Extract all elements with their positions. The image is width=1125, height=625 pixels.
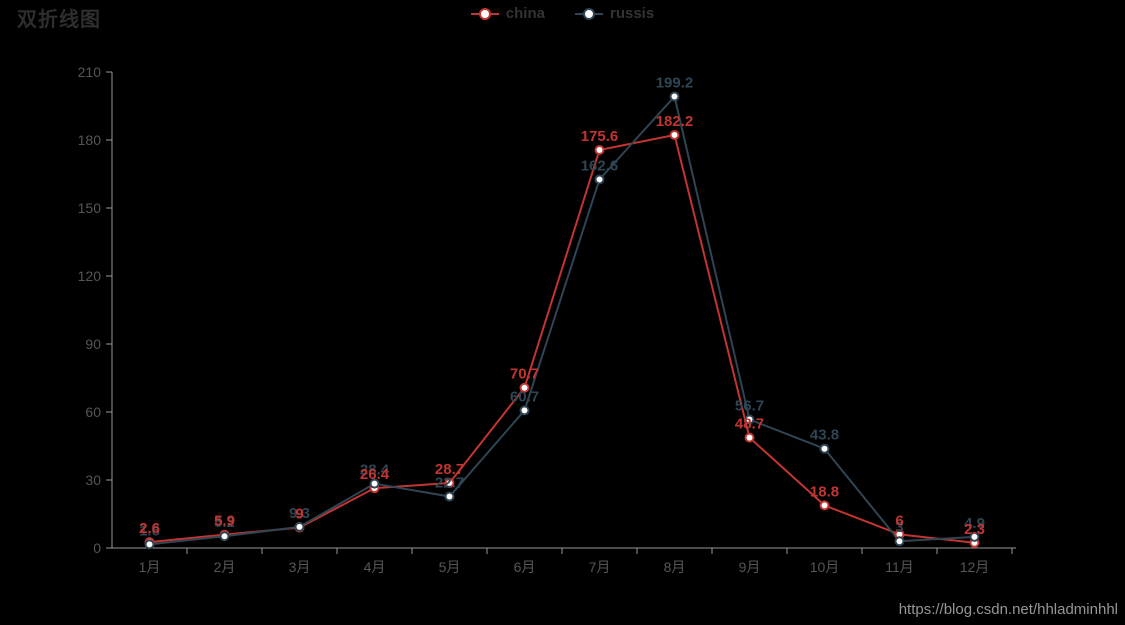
data-label-china-3月: 9 — [295, 506, 303, 523]
data-point-russis-11月[interactable] — [894, 536, 905, 547]
data-label-china-12月: 2.3 — [964, 521, 985, 538]
data-label-russis-9月: 56.7 — [735, 397, 764, 414]
data-label-russis-12月: 4.9 — [964, 515, 985, 532]
chart-title: 双折线图 — [17, 9, 101, 31]
legend-item-china[interactable]: china — [470, 5, 545, 22]
data-label-china-8月: 182.2 — [656, 113, 694, 130]
x-tick-label: 11月 — [885, 559, 914, 575]
data-point-russis-2月[interactable] — [219, 531, 230, 542]
data-point-china-6月[interactable] — [519, 382, 530, 393]
data-point-russis-1月[interactable] — [144, 539, 155, 550]
data-label-china-6月: 70.7 — [510, 366, 539, 383]
x-tick-label: 12月 — [960, 559, 990, 575]
data-label-china-10月: 18.8 — [810, 483, 839, 500]
data-label-russis-6月: 60.7 — [510, 388, 539, 405]
y-tick-label: 60 — [85, 404, 101, 420]
y-tick-label: 150 — [78, 200, 102, 216]
y-tick-label: 180 — [78, 132, 102, 148]
data-point-china-7月[interactable] — [594, 144, 605, 155]
y-tick-label: 210 — [78, 64, 102, 80]
x-tick-label: 8月 — [664, 559, 686, 575]
data-point-russis-4月[interactable] — [369, 478, 380, 489]
y-tick-label: 30 — [85, 472, 101, 488]
legend-label-china: china — [505, 5, 545, 22]
legend-label-russis: russis — [609, 5, 655, 22]
x-tick-label: 9月 — [739, 559, 761, 575]
legend: china russis — [0, 5, 1125, 22]
data-point-china-5月[interactable] — [444, 477, 455, 488]
data-point-china-8月[interactable] — [669, 130, 680, 141]
data-point-russis-6月[interactable] — [519, 405, 530, 416]
x-tick-label: 5月 — [439, 559, 461, 575]
x-tick-label: 1月 — [139, 559, 161, 575]
y-tick-label: 90 — [85, 336, 101, 352]
y-tick-label: 0 — [93, 540, 101, 556]
data-label-china-4月: 26.4 — [360, 466, 390, 483]
data-label-china-7月: 175.6 — [581, 128, 619, 145]
x-tick-label: 10月 — [810, 559, 840, 575]
data-label-russis-11月: 3 — [895, 519, 903, 536]
data-point-russis-7月[interactable] — [594, 174, 605, 185]
x-tick-label: 2月 — [214, 559, 236, 575]
data-label-russis-3月: 9.3 — [289, 505, 310, 522]
x-tick-label: 4月 — [364, 559, 386, 575]
y-tick-label: 120 — [78, 268, 102, 284]
x-tick-label: 7月 — [589, 559, 611, 575]
data-label-china-5月: 28.7 — [435, 461, 464, 478]
data-label-russis-4月: 28.4 — [360, 462, 390, 479]
data-point-china-9月[interactable] — [744, 432, 755, 443]
data-label-russis-5月: 22.7 — [435, 475, 464, 492]
data-label-russis-8月: 199.2 — [656, 74, 694, 91]
data-label-china-2月: 5.9 — [214, 513, 235, 530]
x-tick-label: 6月 — [514, 559, 536, 575]
data-label-russis-2月: 5.2 — [214, 514, 235, 531]
data-label-russis-7月: 162.6 — [581, 157, 619, 174]
watermark-url: https://blog.csdn.net/hhladminhhl — [898, 601, 1118, 618]
china-line-marker-icon — [470, 7, 499, 20]
data-label-china-1月: 2.6 — [139, 520, 160, 537]
data-point-russis-12月[interactable] — [969, 531, 980, 542]
data-label-china-9月: 48.7 — [735, 416, 764, 433]
russis-line-marker-icon — [574, 7, 603, 20]
series-line-russis — [149, 95, 975, 546]
data-point-russis-9月[interactable] — [744, 414, 755, 425]
x-tick-label: 3月 — [289, 559, 311, 575]
legend-item-russis[interactable]: russis — [574, 5, 655, 22]
data-point-russis-8月[interactable] — [669, 91, 680, 102]
data-label-russis-1月: 1.6 — [139, 522, 160, 539]
data-point-china-10月[interactable] — [819, 500, 830, 511]
data-point-russis-10月[interactable] — [819, 443, 830, 454]
data-point-russis-5月[interactable] — [444, 491, 455, 502]
data-point-russis-3月[interactable] — [294, 521, 305, 532]
data-label-china-11月: 6 — [895, 512, 903, 529]
data-label-russis-10月: 43.8 — [810, 427, 839, 444]
